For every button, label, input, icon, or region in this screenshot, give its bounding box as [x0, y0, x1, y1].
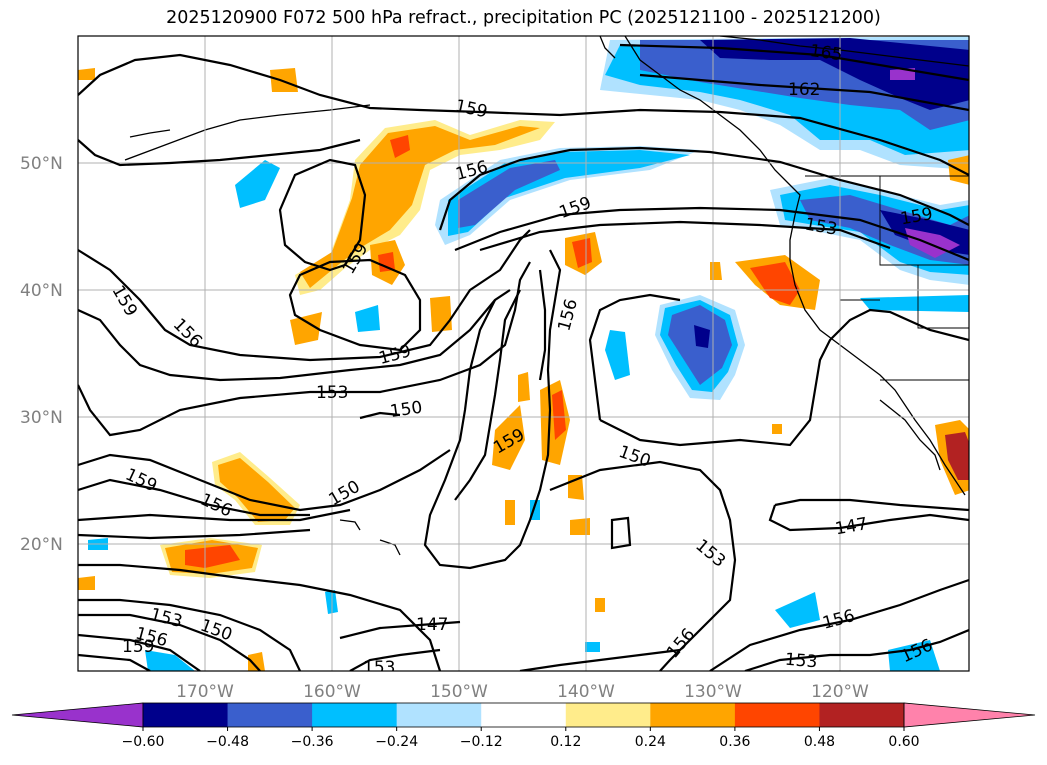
precip-strip-3: [518, 372, 530, 402]
colorbar-box: [396, 703, 482, 727]
colorbar-tick-label: 0.48: [804, 734, 835, 750]
precip-small-1: [605, 330, 630, 380]
precip-e-orange-2: [710, 262, 722, 280]
colorbar-tick-label: −0.24: [375, 734, 418, 750]
colorbar-tick-label: 0.60: [888, 734, 919, 750]
precip-small-8: [585, 642, 600, 652]
precip-nw-blob-5: [270, 68, 298, 92]
precip-nw-band-yellow: [295, 120, 555, 295]
contour-label: 162: [788, 80, 820, 100]
colorbar-tick-label: 0.36: [719, 734, 750, 750]
lon-label-140w: 140°W: [557, 682, 615, 702]
precip-e-strip: [860, 295, 969, 312]
lon-label-150w: 150°W: [430, 682, 488, 702]
precip-strip-5: [505, 500, 515, 525]
lon-label-130w: 130°W: [684, 682, 742, 702]
precip-strip-2: [492, 405, 525, 470]
colorbar-tick-label: −0.48: [206, 734, 249, 750]
precip-nw-blob-3: [290, 312, 322, 345]
colorbar-box: [143, 703, 229, 727]
precip-dot-2: [595, 598, 605, 612]
colorbar-tick-label: −0.60: [122, 734, 165, 750]
precip-c-band-blue: [458, 160, 560, 228]
precip-small-7: [145, 650, 195, 671]
contour-label: 153: [316, 383, 348, 403]
precip-nw-band-red: [390, 135, 410, 158]
precip-bot-orange: [248, 652, 265, 671]
colorbar-box: [312, 703, 398, 727]
precip-dot-1: [772, 424, 782, 434]
precip-dot-3: [78, 68, 95, 80]
colorbar-tick-label: 0.24: [635, 734, 666, 750]
map-plot-area: 165 162 159 156 159 153 159 159 159 156 …: [78, 36, 969, 678]
lat-label-40n: 40°N: [20, 281, 63, 301]
colorbar-box: [565, 703, 651, 727]
colorbar-tick-label: 0.12: [550, 734, 581, 750]
map-title: 2025120900 F072 500 hPa refract., precip…: [166, 8, 881, 28]
lon-axis-labels: 170°W 160°W 150°W 140°W 130°W 120°W: [176, 682, 869, 702]
colorbar-tick-label: −0.36: [291, 734, 334, 750]
precip-sw2-red: [185, 545, 240, 568]
precip-small-5: [775, 592, 820, 628]
colorbar: −0.60 −0.48 −0.36 −0.24 −0.12 0.12 0.24 0.36 0.4…: [11, 702, 1036, 750]
colorbar-extend-max: [903, 702, 1036, 728]
precip-strip-1r: [552, 390, 566, 440]
precip-nw-blob-4: [430, 296, 452, 332]
colorbar-box: [819, 703, 905, 727]
lon-label-120w: 120°W: [811, 682, 869, 702]
precip-small-6: [888, 640, 940, 671]
contour-label: 165: [809, 41, 844, 65]
precip-ne-band-navy: [700, 38, 969, 110]
precip-c-red: [572, 238, 592, 268]
precip-baja-red: [945, 432, 969, 480]
refractivity-contours: [78, 43, 969, 671]
precip-e-red: [750, 262, 800, 305]
lat-label-50n: 50°N: [20, 154, 63, 174]
contour-label: 159: [122, 637, 154, 657]
precip-sw-small: [78, 576, 95, 590]
colorbar-box: [650, 703, 736, 727]
map-frame: [77, 35, 970, 672]
lon-label-170w: 170°W: [176, 682, 234, 702]
gridlines: [78, 36, 969, 671]
colorbar-outline: [142, 702, 905, 728]
lat-axis-labels: 50°N 40°N 30°N 20°N: [20, 154, 63, 555]
colorbar-box: [734, 703, 820, 727]
contour-label: 147: [416, 615, 448, 635]
precip-strip-6: [570, 518, 590, 535]
contour-label: 153: [363, 658, 395, 678]
colorbar-extend-min: [11, 702, 144, 728]
precip-nw-band-orange: [300, 126, 540, 288]
contour-label: 150: [389, 398, 424, 422]
colorbar-box: [481, 703, 567, 727]
precip-small-3: [355, 305, 380, 332]
precip-blob-navy: [694, 325, 710, 348]
lon-label-160w: 160°W: [303, 682, 361, 702]
lat-label-20n: 20°N: [20, 535, 63, 555]
precip-nw-blob-2r: [378, 252, 395, 272]
colorbar-tick-label: −0.12: [460, 734, 503, 750]
lat-label-30n: 30°N: [20, 408, 63, 428]
contour-label: 153: [784, 650, 818, 673]
precip-small-2: [235, 160, 280, 208]
colorbar-box: [227, 703, 313, 727]
